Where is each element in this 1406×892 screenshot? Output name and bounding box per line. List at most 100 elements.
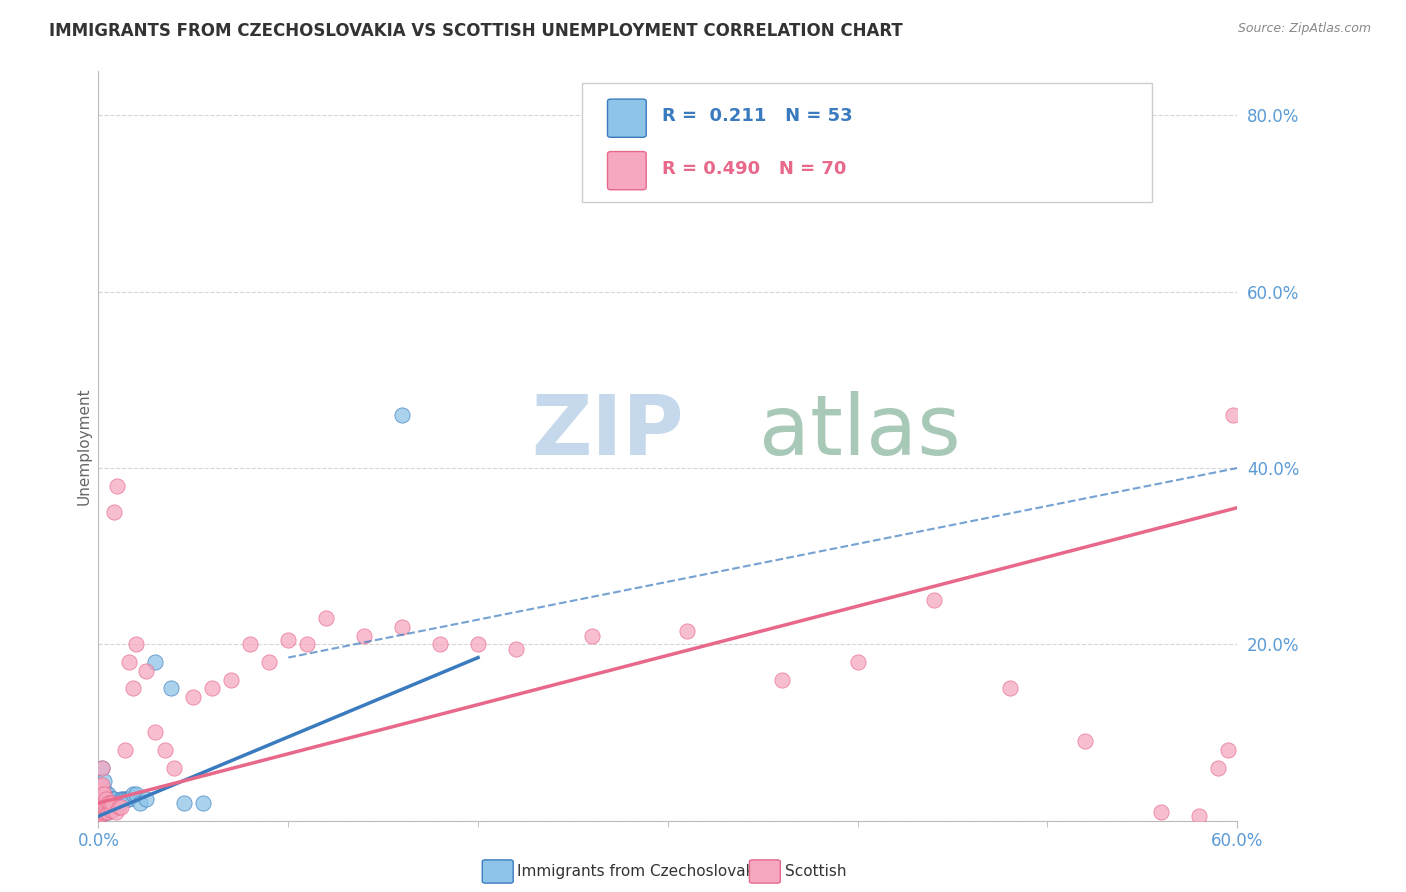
Point — [108, 800, 131, 814]
Point — [97, 800, 120, 814]
Text: IMMIGRANTS FROM CZECHOSLOVAKIA VS SCOTTISH UNEMPLOYMENT CORRELATION CHART: IMMIGRANTS FROM CZECHOSLOVAKIA VS SCOTTI… — [49, 22, 903, 40]
Point — [91, 800, 114, 814]
Point — [115, 791, 138, 805]
Text: Immigrants from Czechoslovakia: Immigrants from Czechoslovakia — [517, 864, 769, 879]
Point — [97, 805, 120, 819]
Point — [259, 655, 281, 669]
Point — [89, 805, 111, 819]
Point — [89, 791, 111, 805]
Point — [100, 796, 122, 810]
Point — [183, 690, 205, 705]
Point — [93, 805, 115, 819]
Point — [93, 796, 115, 810]
Point — [153, 743, 176, 757]
Text: R = 0.490   N = 70: R = 0.490 N = 70 — [662, 160, 846, 178]
Point — [98, 803, 121, 817]
Point — [89, 805, 111, 819]
Point — [91, 794, 114, 808]
Point — [89, 787, 111, 801]
Point — [159, 681, 181, 696]
Point — [297, 637, 319, 651]
Point — [97, 787, 120, 801]
Point — [91, 782, 114, 797]
Point — [100, 803, 122, 817]
Point — [91, 778, 114, 792]
Point — [89, 796, 111, 810]
Point — [89, 787, 111, 801]
Point — [118, 791, 141, 805]
Point — [1188, 809, 1211, 823]
Point — [98, 791, 121, 805]
Y-axis label: Unemployment: Unemployment — [76, 387, 91, 505]
Point — [201, 681, 224, 696]
Text: Scottish: Scottish — [785, 864, 846, 879]
Point — [89, 797, 111, 812]
FancyBboxPatch shape — [582, 83, 1152, 202]
Point — [91, 791, 114, 805]
Point — [163, 761, 186, 775]
Point — [94, 805, 117, 819]
Point — [104, 796, 127, 810]
Point — [91, 805, 114, 819]
Point — [98, 803, 121, 817]
Point — [239, 637, 262, 651]
Point — [429, 637, 451, 651]
Point — [94, 805, 117, 819]
Text: atlas: atlas — [759, 391, 960, 472]
Point — [94, 791, 117, 805]
Point — [108, 796, 131, 810]
Point — [91, 797, 114, 812]
Point — [846, 655, 869, 669]
Point — [315, 611, 337, 625]
Point — [91, 797, 114, 812]
Point — [770, 673, 793, 687]
Point — [467, 637, 489, 651]
Point — [93, 787, 115, 801]
Point — [93, 791, 115, 805]
Point — [922, 593, 945, 607]
Point — [103, 791, 125, 805]
Point — [125, 637, 148, 651]
Point — [121, 787, 143, 801]
Point — [104, 805, 127, 819]
Point — [135, 791, 157, 805]
Point — [98, 796, 121, 810]
Point — [145, 725, 167, 739]
Point — [93, 774, 115, 789]
FancyBboxPatch shape — [607, 99, 647, 137]
Point — [94, 800, 117, 814]
Point — [103, 505, 125, 519]
Point — [505, 641, 527, 656]
Point — [93, 782, 115, 797]
Point — [103, 800, 125, 814]
Point — [91, 803, 114, 817]
Point — [277, 632, 299, 647]
Point — [89, 791, 111, 805]
Point — [107, 796, 129, 810]
Point — [91, 761, 114, 775]
Point — [89, 803, 111, 817]
Point — [93, 800, 115, 814]
Point — [173, 796, 195, 810]
Text: R =  0.211   N = 53: R = 0.211 N = 53 — [662, 107, 853, 125]
Point — [94, 787, 117, 801]
Point — [110, 800, 132, 814]
Text: Source: ZipAtlas.com: Source: ZipAtlas.com — [1237, 22, 1371, 36]
Point — [581, 628, 603, 642]
Point — [391, 408, 413, 422]
Point — [391, 620, 413, 634]
Point — [94, 796, 117, 810]
Point — [93, 800, 115, 814]
Point — [998, 681, 1021, 696]
Point — [107, 800, 129, 814]
Point — [135, 664, 157, 678]
Point — [114, 743, 136, 757]
Point — [89, 782, 111, 797]
Point — [93, 796, 115, 810]
Point — [1216, 743, 1239, 757]
Point — [110, 791, 132, 805]
Point — [93, 805, 115, 819]
Point — [114, 791, 136, 805]
Point — [1222, 408, 1244, 422]
Point — [100, 803, 122, 817]
